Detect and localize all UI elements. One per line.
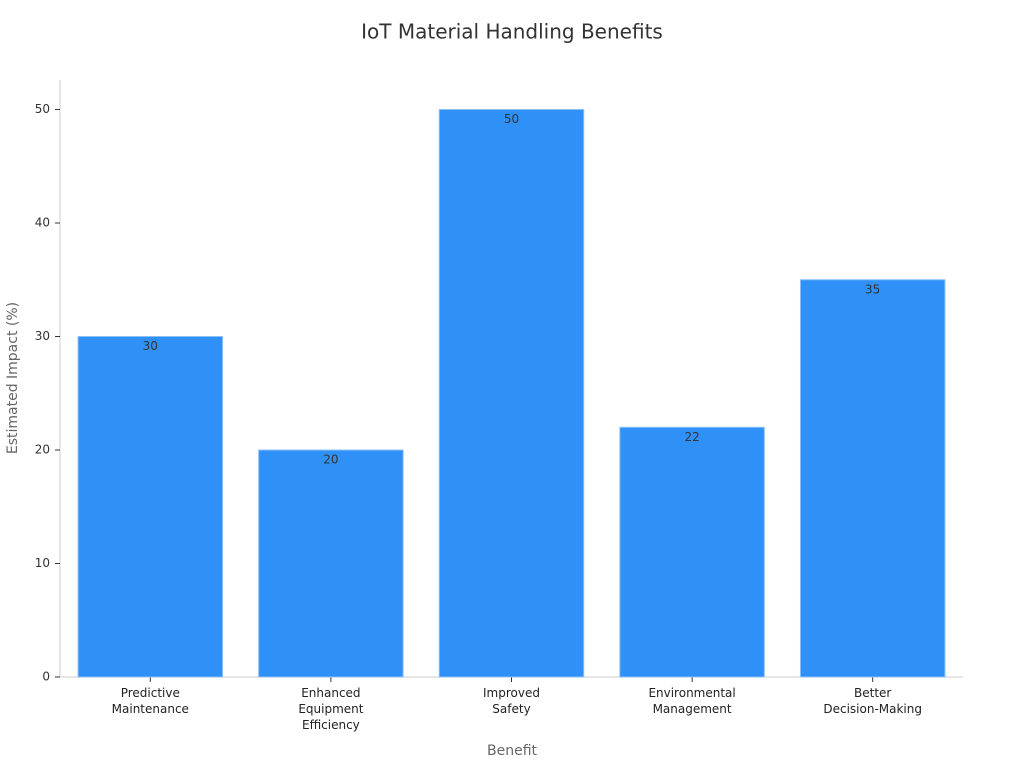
x-tick-label: Enhanced Equipment Efficiency [298,686,364,732]
bar [77,336,224,678]
y-tick-label: 50 [35,102,50,116]
x-axis-label: Benefit [487,743,538,759]
y-tick-label: 0 [42,670,50,684]
data-label: 35 [865,282,880,296]
y-tick-label: 10 [35,556,50,570]
x-tick-label: Predictive Maintenance [111,686,189,716]
x-tick-label: Environmental Management [648,686,736,716]
data-label: 50 [504,112,519,126]
data-label: 22 [684,430,699,444]
bar [619,426,765,678]
y-axis-label: Estimated Impact (%) [5,302,21,454]
bar [258,449,404,678]
y-tick-label: 30 [35,329,50,343]
y-tick-label: 40 [35,216,50,230]
chart-title: IoT Material Handling Benefits [361,20,663,44]
bar [799,279,946,678]
data-label: 30 [143,339,158,353]
x-tick-label: Better Decision-Making [823,686,922,716]
bar [438,109,585,678]
y-tick-label: 20 [35,443,50,457]
data-label: 20 [323,453,338,467]
x-tick-label: Improved Safety [483,686,540,716]
